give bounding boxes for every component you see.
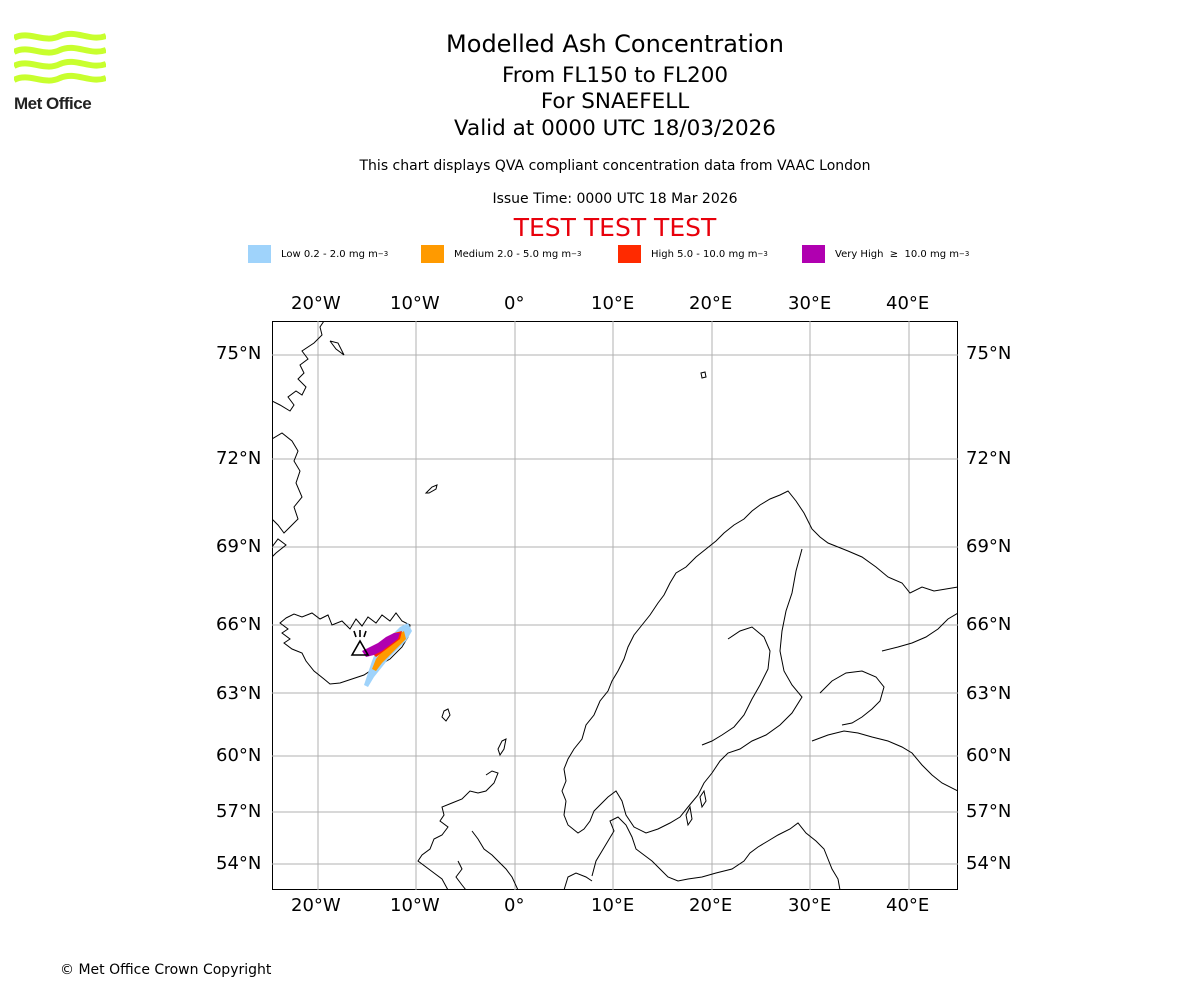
lat-label-left-54n: 54°N bbox=[216, 853, 262, 874]
legend-item-very-high: Very High ≥ 10.0 mg m −3 bbox=[802, 244, 969, 264]
denmark-germany-coast bbox=[563, 816, 841, 890]
chart-title: Modelled Ash Concentration bbox=[446, 30, 784, 58]
chart-description: This chart displays QVA compliant concen… bbox=[359, 158, 871, 174]
lon-label-top-10e: 10°E bbox=[591, 293, 635, 314]
lat-label-left-66n: 66°N bbox=[216, 614, 262, 635]
legend-item-medium: Medium 2.0 - 5.0 mg m −3 bbox=[421, 244, 581, 264]
lat-label-left-60n: 60°N bbox=[216, 745, 262, 766]
british-isles-coast bbox=[417, 770, 519, 890]
ash-plume bbox=[362, 623, 412, 687]
lat-label-right-54n: 54°N bbox=[966, 853, 1012, 874]
legend-label-low: Low 0.2 - 2.0 mg m bbox=[281, 248, 378, 260]
lat-label-left-69n: 69°N bbox=[216, 536, 262, 557]
issue-time: Issue Time: 0000 UTC 18 Mar 2026 bbox=[492, 191, 738, 207]
lon-label-bottom-30e: 30°E bbox=[788, 895, 832, 916]
concentration-legend: Low 0.2 - 2.0 mg m −3 Medium 2.0 - 5.0 mg… bbox=[0, 244, 1200, 264]
ash-plume-medium bbox=[372, 631, 406, 671]
legend-label-medium: Medium 2.0 - 5.0 mg m bbox=[454, 248, 572, 260]
lon-label-top-10w: 10°W bbox=[390, 293, 440, 314]
legend-item-low: Low 0.2 - 2.0 mg m −3 bbox=[248, 244, 388, 264]
legend-label-very-high: Very High ≥ 10.0 mg m bbox=[835, 248, 959, 260]
map-frame bbox=[272, 321, 958, 890]
valid-time: Valid at 0000 UTC 18/03/2026 bbox=[453, 116, 776, 141]
test-banner: TEST TEST TEST bbox=[513, 213, 717, 242]
graticule bbox=[272, 321, 958, 890]
legend-label-high: High 5.0 - 10.0 mg m bbox=[651, 248, 758, 260]
ash-plume-very-high bbox=[362, 633, 400, 657]
legend-swatch-medium bbox=[421, 245, 444, 263]
lat-label-right-60n: 60°N bbox=[966, 745, 1012, 766]
lat-label-left-72n: 72°N bbox=[216, 448, 262, 469]
lat-label-left-75n: 75°N bbox=[216, 343, 262, 364]
bothnia-coast bbox=[701, 626, 771, 746]
lon-label-top-20w: 20°W bbox=[291, 293, 341, 314]
greenland-coast bbox=[272, 321, 345, 558]
lon-label-bottom-0: 0° bbox=[504, 895, 525, 916]
met-office-wordmark: Met Office bbox=[14, 94, 92, 113]
jan-mayen-coast bbox=[424, 484, 438, 494]
faroe-coast bbox=[441, 708, 451, 722]
lon-label-top-20e: 20°E bbox=[689, 293, 733, 314]
coastlines bbox=[272, 321, 958, 890]
legend-swatch-low bbox=[248, 245, 271, 263]
oland-coast bbox=[685, 805, 693, 827]
met-office-waves-icon bbox=[12, 30, 108, 84]
bear-island-coast bbox=[700, 371, 707, 379]
lat-label-left-63n: 63°N bbox=[216, 683, 262, 704]
lon-label-bottom-20e: 20°E bbox=[689, 895, 733, 916]
legend-swatch-very-high bbox=[802, 245, 825, 263]
lon-label-bottom-20w: 20°W bbox=[291, 895, 341, 916]
lon-label-top-0: 0° bbox=[504, 293, 525, 314]
lon-label-bottom-40e: 40°E bbox=[886, 895, 930, 916]
lat-label-right-63n: 63°N bbox=[966, 683, 1012, 704]
lat-label-right-69n: 69°N bbox=[966, 536, 1012, 557]
lon-label-bottom-10e: 10°E bbox=[591, 895, 635, 916]
finland-russia-coast bbox=[811, 612, 958, 792]
lat-label-right-57n: 57°N bbox=[966, 801, 1012, 822]
ash-concentration-map bbox=[272, 321, 958, 890]
copyright-notice: © Met Office Crown Copyright bbox=[60, 962, 272, 978]
flight-level-range: From FL150 to FL200 bbox=[501, 63, 729, 88]
volcano-name: For SNAEFELL bbox=[540, 89, 690, 114]
gotland-coast bbox=[699, 789, 707, 809]
sweden-baltic-coast bbox=[563, 548, 803, 834]
legend-item-high: High 5.0 - 10.0 mg m −3 bbox=[618, 244, 768, 264]
lat-label-left-57n: 57°N bbox=[216, 801, 262, 822]
lon-label-bottom-10w: 10°W bbox=[390, 895, 440, 916]
lon-label-top-30e: 30°E bbox=[788, 293, 832, 314]
lat-label-right-72n: 72°N bbox=[966, 448, 1012, 469]
legend-swatch-high bbox=[618, 245, 641, 263]
lon-label-top-40e: 40°E bbox=[886, 293, 930, 314]
volcano-icon bbox=[350, 630, 370, 656]
lat-label-right-75n: 75°N bbox=[966, 343, 1012, 364]
scandinavia-coast bbox=[561, 490, 958, 802]
shetland-coast bbox=[497, 738, 507, 757]
lat-label-right-66n: 66°N bbox=[966, 614, 1012, 635]
met-office-logo: Met Office bbox=[12, 30, 109, 113]
